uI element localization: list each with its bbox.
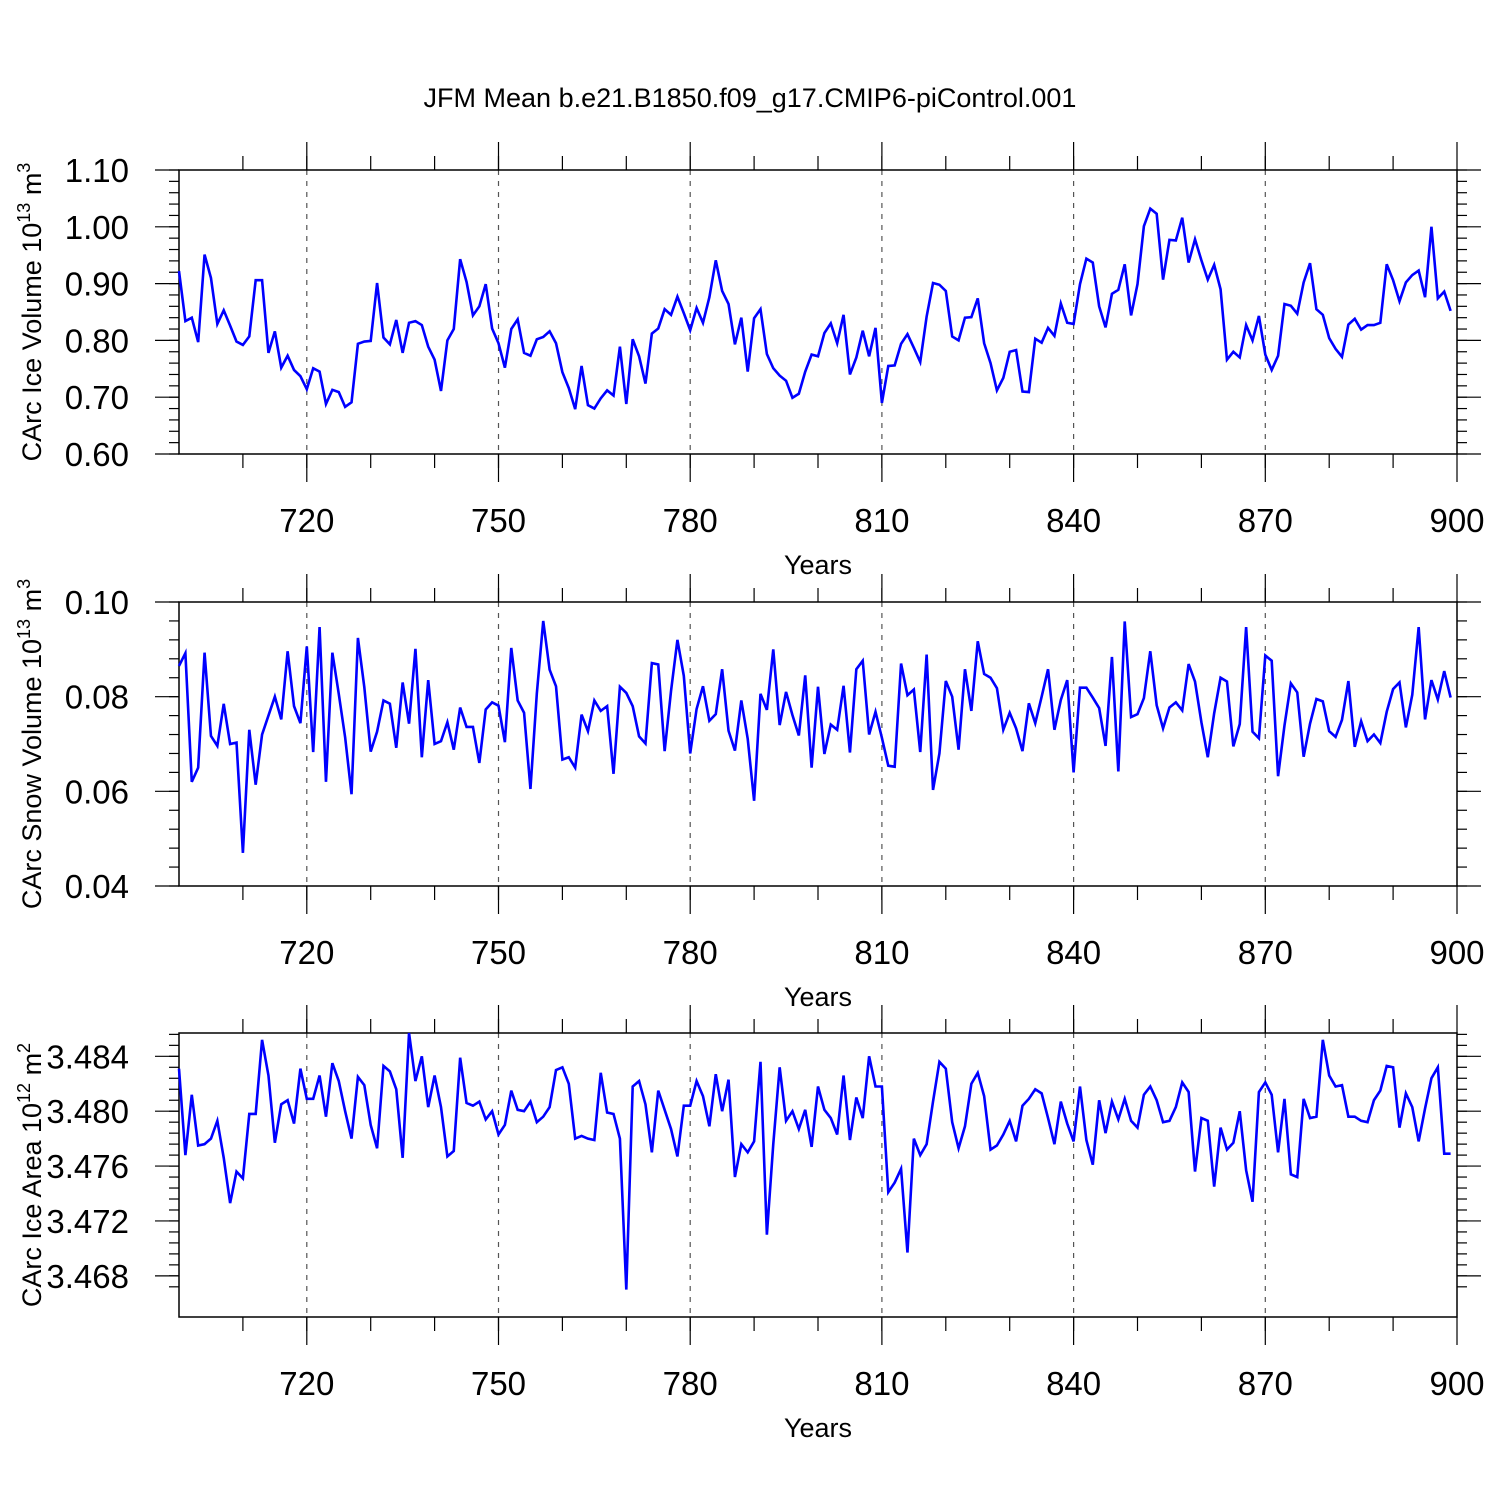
y-tick-label: 0.60: [65, 436, 129, 473]
y-axis-title-unit-exponent: 3: [14, 579, 34, 589]
x-tick-label: 870: [1238, 1365, 1293, 1402]
y-axis-title-unit: m: [17, 173, 47, 203]
series-line: [177, 620, 1452, 853]
x-tick-label: 810: [854, 934, 909, 971]
y-tick-label: 3.476: [46, 1148, 129, 1185]
y-axis-title-main: CArc Ice Area 10: [17, 1103, 47, 1307]
plot-frame: [178, 169, 1458, 455]
plot-frame: [178, 601, 1458, 887]
x-tick-label: 720: [279, 1365, 334, 1402]
y-tick-label: 0.10: [65, 584, 129, 621]
y-tick-label: 3.480: [46, 1093, 129, 1130]
series-line: [177, 206, 1452, 411]
x-tick-label: 840: [1046, 1365, 1101, 1402]
y-tick-label: 0.70: [65, 379, 129, 416]
y-tick-label: 3.472: [46, 1203, 129, 1240]
x-tick-label: 720: [279, 502, 334, 539]
x-tick-label: 780: [663, 934, 718, 971]
y-tick-label: 0.04: [65, 868, 129, 905]
y-axis-title-exponent: 12: [14, 1083, 34, 1103]
x-tick-label: 750: [471, 1365, 526, 1402]
x-tick-label: 750: [471, 934, 526, 971]
y-tick-label: 0.90: [65, 266, 129, 303]
panel-1: 720 750 780 810 840 870 900 0.60 0.70 0.80 0.90 1.0…: [14, 142, 1485, 580]
y-tick-label: 1.10: [65, 152, 129, 189]
x-tick-label: 720: [279, 934, 334, 971]
x-tick-label: 780: [663, 502, 718, 539]
x-tick-label: 810: [854, 1365, 909, 1402]
y-tick-label: 0.06: [65, 773, 129, 810]
x-axis-title: Years: [784, 1413, 852, 1443]
x-axis-title: Years: [784, 982, 852, 1012]
chart-title: JFM Mean b.e21.B1850.f09_g17.CMIP6-piCon…: [424, 83, 1077, 113]
y-axis-title-unit: m: [17, 589, 47, 619]
y-tick-label: 1.00: [65, 209, 129, 246]
y-axis-title-unit: m: [17, 1053, 47, 1083]
y-tick-label: 0.08: [65, 679, 129, 716]
y-axis-title: CArc Snow Volume 1013 m3: [14, 579, 47, 909]
y-axis-title-unit-exponent: 3: [14, 163, 34, 173]
y-axis-title-main: CArc Ice Volume 10: [17, 223, 47, 462]
series-line: [177, 1032, 1451, 1290]
y-axis-title: CArc Ice Area 1012 m2: [14, 1043, 47, 1307]
y-axis-title-exponent: 13: [14, 619, 34, 639]
x-tick-label: 900: [1429, 502, 1484, 539]
x-tick-label: 810: [854, 502, 909, 539]
x-axis-title: Years: [784, 550, 852, 580]
x-tick-label: 750: [471, 502, 526, 539]
y-axis-title: CArc Ice Volume 1013 m3: [14, 163, 47, 462]
x-tick-label: 780: [663, 1365, 718, 1402]
y-axis-title-exponent: 13: [14, 203, 34, 223]
y-tick-label: 0.80: [65, 322, 129, 359]
x-tick-label: 840: [1046, 502, 1101, 539]
x-tick-label: 900: [1429, 934, 1484, 971]
y-axis-title-main: CArc Snow Volume 10: [17, 639, 47, 909]
x-tick-label: 870: [1238, 934, 1293, 971]
panel-3: 720 750 780 810 840 870 900 3.468 3.472 3.476 3.48…: [14, 1005, 1485, 1443]
y-axis-title-unit-exponent: 2: [14, 1043, 34, 1053]
plot-frame: [178, 1032, 1458, 1318]
y-tick-label: 3.484: [46, 1038, 129, 1075]
panel-2: 720 750 780 810 840 870 900 0.04 0.06 0.08 0.10 Yea…: [14, 574, 1485, 1012]
y-tick-label: 3.468: [46, 1258, 129, 1295]
x-tick-label: 870: [1238, 502, 1293, 539]
x-tick-label: 840: [1046, 934, 1101, 971]
panels: 720 750 780 810 840 870 900 0.60 0.70 0.80 0.90 1.0…: [14, 142, 1485, 1443]
x-tick-label: 900: [1429, 1365, 1484, 1402]
